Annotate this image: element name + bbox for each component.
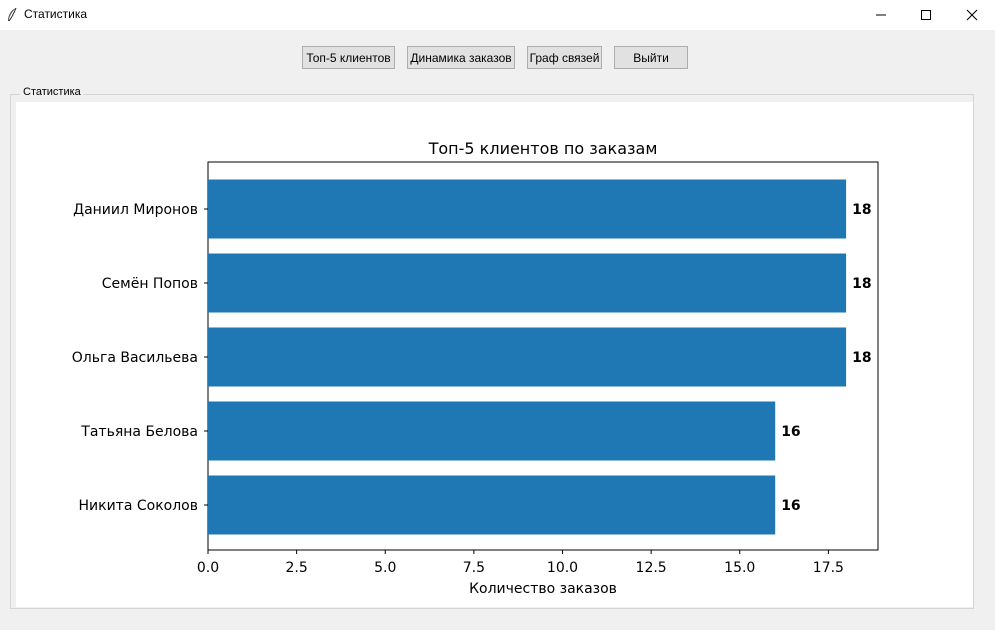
- maximize-icon: [921, 10, 931, 20]
- x-tick-label: 7.5: [463, 560, 485, 576]
- chart-canvas: Топ-5 клиентов по заказам Количество зак…: [16, 102, 973, 607]
- relations-graph-button[interactable]: Граф связей: [527, 46, 602, 69]
- y-tick-label: Ольга Васильева: [72, 350, 198, 366]
- x-axis-label: Количество заказов: [469, 581, 617, 597]
- x-tick-label: 2.5: [285, 560, 307, 576]
- minimize-button[interactable]: [858, 0, 904, 30]
- stats-frame-label: Статистика: [20, 86, 84, 98]
- x-tick-label: 0.0: [197, 560, 219, 576]
- title-bar[interactable]: Статистика: [0, 0, 995, 30]
- chart-title: Топ-5 клиентов по заказам: [428, 139, 658, 158]
- order-dynamics-button[interactable]: Динамика заказов: [407, 46, 515, 69]
- x-tick-label: 17.5: [813, 560, 844, 576]
- data-label: 18: [852, 350, 871, 366]
- x-tick-label: 15.0: [724, 560, 755, 576]
- bar-chart: Топ-5 клиентов по заказам Количество зак…: [72, 139, 879, 597]
- x-tick-label: 12.5: [636, 560, 667, 576]
- feather-icon: [8, 7, 17, 22]
- close-icon: [966, 9, 978, 21]
- bar: [208, 401, 776, 461]
- y-tick-label: Татьяна Белова: [80, 424, 198, 440]
- maximize-button[interactable]: [903, 0, 949, 30]
- y-tick-label: Никита Соколов: [79, 498, 199, 514]
- window-title: Статистика: [24, 7, 88, 21]
- y-tick-label: Семён Попов: [102, 276, 198, 292]
- close-button[interactable]: [949, 0, 995, 30]
- data-label: 18: [852, 202, 871, 218]
- minimize-icon: [876, 14, 886, 16]
- y-tick-label: Даниил Миронов: [73, 202, 198, 218]
- bar: [208, 253, 847, 313]
- bar: [208, 327, 847, 387]
- bar: [208, 475, 776, 535]
- bar: [208, 179, 847, 239]
- x-tick-label: 5.0: [374, 560, 396, 576]
- data-label: 16: [781, 424, 800, 440]
- x-tick-label: 10.0: [547, 560, 578, 576]
- exit-button[interactable]: Выйти: [614, 46, 688, 69]
- top5-clients-button[interactable]: Топ-5 клиентов: [302, 46, 395, 69]
- stats-frame: [10, 94, 974, 609]
- data-label: 18: [852, 276, 871, 292]
- data-label: 16: [781, 498, 800, 514]
